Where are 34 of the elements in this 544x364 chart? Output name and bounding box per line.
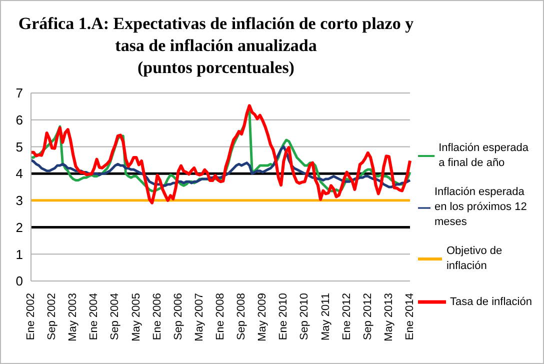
x-tick-label: Sep 2012 (362, 293, 374, 340)
legend-label: Objetivo de inflación (446, 244, 504, 274)
x-tick-label: Ene 2012 (340, 293, 353, 340)
legend-label: Tasa de inflación (450, 294, 532, 310)
x-tick-label: Sep 2004 (109, 293, 122, 340)
x-tick-label: Ene 2002 (25, 293, 37, 340)
x-tick-label: Ene 2004 (88, 293, 100, 340)
x-tick-label: Sep 2006 (172, 293, 184, 340)
x-tick-label: May 2009 (256, 293, 269, 342)
chart-title: Gráfica 1.A: Expectativas de inflación de corto plazo y tasa de inflación anualizada (17, 13, 415, 57)
x-tick-label: Sep 2008 (236, 293, 248, 340)
x-tick-label: May 2003 (67, 293, 80, 342)
x-tick-label: Sep 2010 (298, 293, 311, 340)
x-tick-label: Ene 2008 (214, 293, 226, 340)
y-tick-label: 3 (16, 193, 23, 208)
legend-label: Inflación esperada en los próximos 12 meses (434, 185, 528, 230)
y-tick-label: 0 (16, 274, 23, 289)
chart-subtitle: (puntos porcentuales) (136, 57, 296, 79)
x-tick-label: May 2013 (382, 293, 395, 342)
y-tick-label: 2 (16, 220, 23, 235)
x-tick-label: May 2007 (193, 293, 206, 342)
x-tick-label: Ene 2014 (404, 293, 416, 340)
y-tick-label: 4 (16, 166, 23, 182)
y-tick-label: 5 (16, 139, 23, 154)
x-tick-label: Ene 2010 (278, 293, 290, 340)
x-tick-label: May 2005 (130, 293, 142, 342)
x-tick-label: May 2011 (320, 293, 332, 340)
legend-label: Inflación esperada a final de año (438, 141, 530, 171)
x-tick-label: Sep 2002 (46, 293, 58, 340)
y-tick-label: 1 (16, 246, 23, 262)
y-tick-label: 6 (16, 112, 23, 128)
x-tick-label: Ene 2006 (151, 293, 164, 340)
line-series (30, 104, 412, 204)
y-tick-label: 7 (16, 86, 23, 101)
